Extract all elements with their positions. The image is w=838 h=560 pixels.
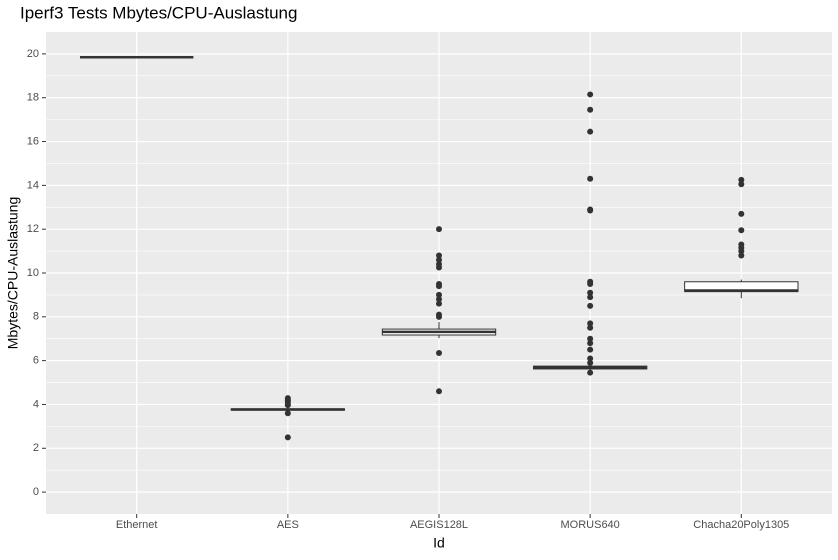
y-tick-label: 4 [33, 398, 39, 410]
x-tick-label: AES [277, 519, 299, 531]
y-tick-label: 10 [27, 267, 39, 279]
y-tick-label: 18 [27, 92, 39, 104]
outlier [587, 324, 594, 331]
outlier [436, 313, 442, 320]
y-tick-label: 12 [27, 223, 39, 235]
outlier [738, 210, 745, 217]
outlier [436, 349, 442, 356]
outlier [587, 369, 594, 376]
y-tick-label: 16 [27, 135, 39, 147]
outlier [738, 181, 745, 188]
outlier [587, 128, 594, 135]
outlier [436, 226, 442, 233]
x-tick-label: Chacha20Poly1305 [693, 519, 789, 531]
outlier [587, 359, 594, 366]
y-tick-label: 6 [33, 355, 39, 367]
y-tick-label: 14 [27, 179, 39, 191]
outlier [587, 106, 594, 113]
outlier [436, 300, 442, 307]
y-tick-label: 2 [33, 442, 39, 454]
outlier [436, 252, 442, 259]
outlier [587, 340, 594, 347]
outlier [436, 264, 442, 271]
outlier [436, 388, 442, 395]
outlier [738, 252, 745, 259]
outlier [738, 227, 745, 234]
outlier [587, 320, 594, 327]
outlier [436, 291, 442, 298]
outlier [587, 289, 594, 296]
outlier [587, 294, 594, 301]
x-tick-label: AEGIS128L [410, 519, 468, 531]
outlier [284, 402, 291, 409]
outlier [738, 248, 745, 255]
outlier [587, 280, 594, 287]
y-tick-label: 8 [33, 311, 39, 323]
outlier [587, 346, 594, 353]
outlier [587, 91, 594, 98]
outlier [587, 302, 594, 309]
x-tick-label: Ethernet [116, 519, 158, 531]
outlier [587, 335, 594, 342]
outlier [587, 207, 594, 214]
outlier [738, 176, 745, 183]
y-tick-label: 0 [33, 486, 39, 498]
outlier [284, 434, 291, 441]
y-axis-title: Mbytes/CPU-Auslastung [5, 197, 21, 350]
y-tick-label: 20 [27, 48, 39, 60]
outlier [436, 283, 442, 290]
outlier [284, 410, 291, 417]
chart-title: Iperf3 Tests Mbytes/CPU-Auslastung [20, 3, 297, 22]
outlier [587, 355, 594, 362]
outlier [587, 175, 594, 182]
x-axis-title: Id [433, 535, 445, 551]
x-tick-label: MORUS640 [561, 519, 620, 531]
outlier [436, 256, 442, 263]
outlier [436, 296, 442, 303]
